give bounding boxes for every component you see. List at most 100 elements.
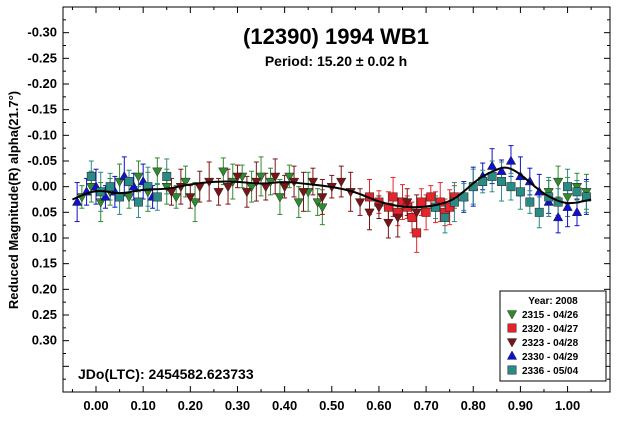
x-tick-label: 0.50 xyxy=(319,398,344,413)
data-point xyxy=(336,177,347,188)
data-point xyxy=(105,182,115,192)
y-tick-label: 0.20 xyxy=(32,281,57,296)
data-point xyxy=(86,171,96,181)
y-tick-label: -0.30 xyxy=(27,25,57,40)
legend-marker xyxy=(506,350,518,360)
data-point xyxy=(189,198,201,208)
x-tick-label: 0.30 xyxy=(225,398,250,413)
data-point xyxy=(274,193,286,203)
data-point xyxy=(412,228,422,238)
legend-marker xyxy=(507,365,517,375)
x-tick-label: 0.60 xyxy=(366,398,391,413)
y-ticks: -0.30 -0.25 -0.20 -0.15 -0.10 -0.05 0.00 0.05 0.… xyxy=(27,6,610,393)
data-point xyxy=(133,197,143,207)
data-point xyxy=(232,172,243,182)
data-point xyxy=(553,177,564,188)
data-point xyxy=(402,198,413,208)
data-point xyxy=(383,218,394,229)
y-tick-label: -0.10 xyxy=(27,127,57,142)
data-point xyxy=(553,211,564,222)
data-point xyxy=(152,167,163,177)
x-tick-label: 0.20 xyxy=(178,398,203,413)
y-tick-label: 0.15 xyxy=(32,256,57,271)
data-point xyxy=(354,198,366,208)
y-tick-label: -0.20 xyxy=(27,76,57,91)
data-point xyxy=(143,182,153,192)
data-points xyxy=(72,155,592,238)
data-point xyxy=(416,197,426,207)
data-point xyxy=(317,203,328,213)
data-point xyxy=(364,208,375,218)
data-point xyxy=(213,188,224,198)
data-point xyxy=(572,187,582,197)
data-point xyxy=(421,207,431,217)
y-axis-label: Reduced Magnitude(R) alpha(21.7°) xyxy=(6,91,21,309)
legend-box xyxy=(499,290,607,382)
data-point xyxy=(312,198,323,208)
data-point xyxy=(426,192,436,202)
data-point xyxy=(505,155,517,165)
data-point xyxy=(133,172,144,182)
data-point xyxy=(534,207,544,217)
x-tick-label: 0.40 xyxy=(272,398,297,413)
data-point xyxy=(152,192,162,202)
fit-line xyxy=(72,166,592,209)
data-point xyxy=(241,188,253,198)
data-point xyxy=(284,172,295,182)
data-point xyxy=(124,177,134,186)
legend-marker xyxy=(506,310,518,320)
legend: Year: 2008 2315 - 04/26 2320 - 04/27 2323 … xyxy=(499,290,607,382)
x-tick-label: 0.80 xyxy=(461,398,486,413)
x-ticks: 0.00 0.10 0.20 0.30 0.40 0.50 0.60 0.70 0.80 0.90… xyxy=(71,7,592,413)
data-point xyxy=(562,201,573,211)
data-point xyxy=(180,177,191,188)
data-point xyxy=(171,193,182,203)
data-point xyxy=(123,193,135,203)
data-point xyxy=(255,172,267,182)
data-point xyxy=(411,208,422,218)
data-point xyxy=(431,202,440,212)
data-point xyxy=(222,183,234,193)
y-tick-label: 0.05 xyxy=(32,204,57,219)
legend-label: 2330 - 04/29 xyxy=(522,352,579,363)
data-point xyxy=(162,171,172,181)
data-point xyxy=(218,167,229,177)
y-tick-label: 0.25 xyxy=(32,307,57,322)
data-point xyxy=(392,213,403,223)
y-tick-label: 0.00 xyxy=(32,179,57,194)
y-tick-label: -0.15 xyxy=(27,102,57,117)
data-point xyxy=(383,202,393,212)
data-point xyxy=(497,177,506,186)
x-tick-label: 0.00 xyxy=(83,398,108,413)
data-point xyxy=(440,213,450,222)
data-point xyxy=(506,182,516,192)
chart-title: (12390) 1994 WB1 xyxy=(243,24,429,49)
data-point xyxy=(114,177,125,188)
data-point xyxy=(563,182,573,192)
y-tick-label: -0.05 xyxy=(27,153,57,168)
data-point xyxy=(95,198,106,208)
fit-curve xyxy=(72,166,592,209)
chart-subtitle: Period: 15.20 ± 0.02 h xyxy=(265,53,407,69)
y-tick-label: 0.30 xyxy=(32,333,57,348)
data-point xyxy=(562,193,573,203)
data-point xyxy=(317,193,328,203)
data-point xyxy=(373,203,385,213)
y-tick-label: 0.10 xyxy=(32,230,57,245)
legend-marker xyxy=(507,323,517,333)
data-point xyxy=(571,206,583,216)
data-point xyxy=(270,172,281,182)
data-point xyxy=(496,165,507,175)
legend-label: 2323 - 04/28 xyxy=(522,338,579,349)
data-point xyxy=(279,183,290,193)
legend-label: 2320 - 04/27 xyxy=(522,324,579,335)
data-point xyxy=(486,160,498,170)
data-point xyxy=(298,188,309,198)
x-tick-label: 1.00 xyxy=(555,398,580,413)
legend-title: Year: 2008 xyxy=(528,296,578,307)
x-tick-label: 0.90 xyxy=(508,398,533,413)
x-tick-label: 0.70 xyxy=(413,398,438,413)
data-point xyxy=(293,198,304,208)
